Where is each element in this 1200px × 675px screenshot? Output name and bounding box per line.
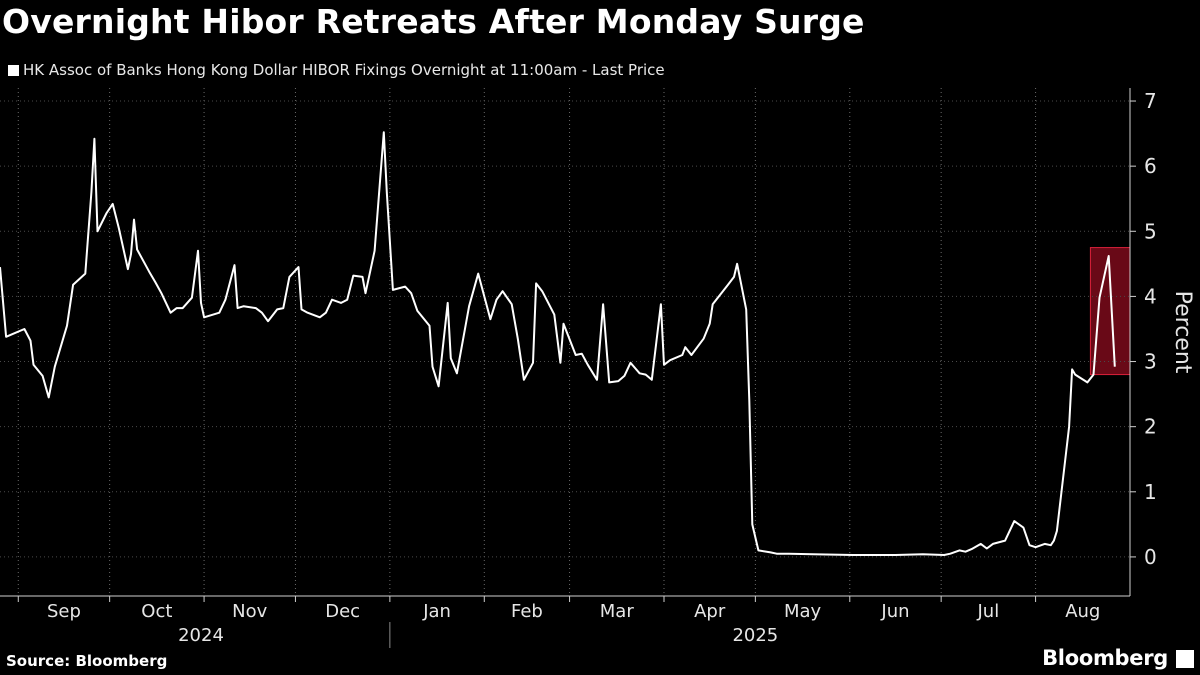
- y-tick-label: 1: [1144, 480, 1157, 504]
- y-tick-label: 3: [1144, 350, 1157, 374]
- series-line: [0, 131, 1116, 556]
- y-tick-label: 0: [1144, 545, 1157, 569]
- y-tick-label: 2: [1144, 415, 1157, 439]
- year-label: 2024: [178, 625, 224, 646]
- chart-title: Overnight Hibor Retreats After Monday Su…: [2, 2, 865, 41]
- x-tick-label: Dec: [325, 601, 360, 622]
- brand-logo: Bloomberg: [1042, 646, 1168, 670]
- x-tick-label: Nov: [232, 601, 267, 622]
- y-tick-label: 4: [1144, 284, 1157, 308]
- y-axis-label: Percent: [1170, 291, 1195, 374]
- x-tick-label: Sep: [47, 601, 81, 622]
- x-tick-label: Jul: [977, 601, 1000, 622]
- y-tick-label: 5: [1144, 219, 1157, 243]
- year-label: 2025: [732, 625, 778, 646]
- y-tick-label: 6: [1144, 154, 1157, 178]
- legend: HK Assoc of Banks Hong Kong Dollar HIBOR…: [8, 61, 665, 79]
- x-tick-label: Aug: [1065, 601, 1100, 622]
- bloomberg-icon: [1176, 650, 1194, 668]
- x-tick-label: Jan: [422, 601, 451, 622]
- legend-swatch: [8, 64, 19, 76]
- x-tick-label: Mar: [600, 601, 635, 622]
- y-tick-label: 7: [1144, 89, 1157, 113]
- x-tick-label: Jun: [880, 601, 909, 622]
- x-tick-label: May: [784, 601, 822, 622]
- legend-label: HK Assoc of Banks Hong Kong Dollar HIBOR…: [23, 61, 665, 79]
- source-note: Source: Bloomberg: [6, 652, 168, 670]
- x-tick-label: Feb: [511, 601, 543, 622]
- x-tick-label: Oct: [141, 601, 172, 622]
- x-tick-label: Apr: [694, 601, 726, 622]
